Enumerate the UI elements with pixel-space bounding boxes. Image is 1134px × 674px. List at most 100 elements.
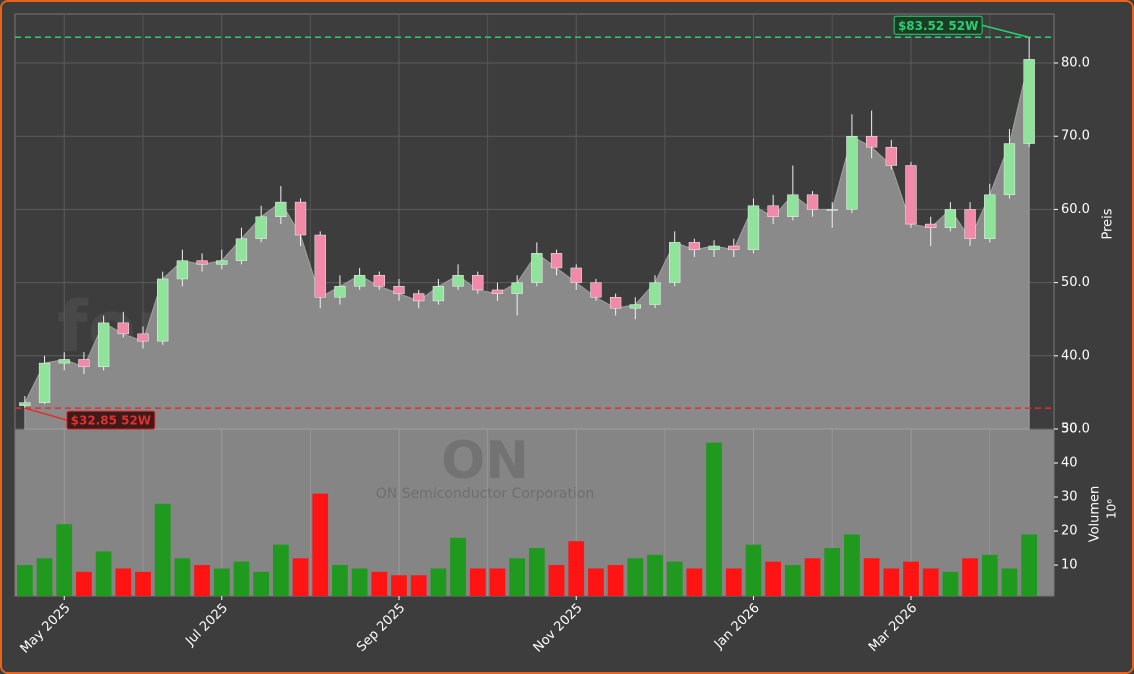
candle-body — [590, 282, 602, 298]
candle-body — [728, 245, 740, 250]
candle-body — [925, 223, 937, 228]
candle-body — [432, 286, 445, 302]
y-tick-label: 80.0 — [1061, 56, 1090, 71]
volume-bar — [174, 558, 191, 596]
candle-body — [885, 146, 897, 166]
volume-bar — [253, 571, 270, 596]
candle-body — [472, 275, 484, 291]
y-axis-label: Preis — [1101, 208, 1116, 239]
volume-bar — [154, 503, 171, 596]
volume-bar — [332, 565, 348, 596]
candle-body — [19, 402, 31, 406]
candle-body — [491, 289, 504, 294]
volume-bar — [962, 558, 978, 596]
volume-bar — [1001, 568, 1018, 596]
candle-body — [117, 322, 129, 335]
candle-body — [196, 260, 208, 265]
volume-bar — [391, 575, 407, 596]
volume-bar — [194, 565, 210, 596]
candle-body — [964, 209, 976, 239]
candle-body — [984, 194, 996, 239]
candle-body — [393, 286, 405, 294]
candle-body — [787, 194, 799, 217]
volume-bar — [627, 558, 644, 596]
y-tick-label: 60.0 — [1061, 202, 1090, 217]
candle-body — [452, 275, 464, 287]
volume-bar — [272, 544, 289, 596]
candle-body — [865, 135, 878, 148]
volume-bar — [450, 537, 466, 596]
volume-bar — [76, 571, 92, 596]
candle-body — [826, 209, 838, 211]
candle-body — [806, 194, 819, 210]
candle-body — [157, 278, 169, 342]
candle-body — [944, 209, 957, 228]
volume-bar — [942, 571, 959, 596]
volume-bar — [666, 561, 683, 596]
candle-body — [629, 304, 641, 309]
candle-body — [255, 216, 267, 239]
volume-bar — [233, 561, 250, 596]
candle-body — [1023, 59, 1035, 144]
y-tick-label: 50.0 — [1061, 275, 1090, 290]
volume-bar — [469, 568, 486, 596]
candle-body — [1003, 143, 1016, 196]
volume-bar — [725, 568, 742, 596]
volume-bar — [804, 558, 821, 596]
volume-y-tick-label: 50 — [1061, 422, 1078, 437]
volume-axis-label: Volumen — [1088, 486, 1103, 543]
candle-body — [669, 242, 681, 283]
candle-body — [649, 282, 661, 305]
volume-bar — [135, 571, 151, 596]
candle-body — [413, 293, 425, 302]
annotation-box — [893, 15, 983, 35]
candle-body — [688, 242, 701, 250]
candle-body — [294, 201, 307, 236]
annotation-box — [66, 410, 156, 430]
volume-bar — [706, 442, 722, 596]
candle-body — [235, 238, 248, 261]
candle-body — [846, 135, 858, 210]
volume-bar — [36, 558, 53, 596]
volume-offset: 10⁶ — [1105, 499, 1119, 519]
watermark-symbol: ON — [441, 431, 529, 491]
volume-bar — [351, 568, 368, 596]
candle-body — [314, 234, 326, 298]
volume-bar — [16, 565, 33, 596]
volume-bar — [371, 571, 388, 596]
candle-body — [609, 297, 622, 309]
volume-bar — [292, 558, 309, 596]
volume-bar — [588, 568, 604, 596]
candle-body — [531, 253, 543, 283]
volume-bar — [765, 561, 782, 596]
volume-bar — [647, 554, 663, 596]
candle-body — [511, 282, 523, 294]
volume-bar — [607, 565, 624, 596]
volume-y-tick-label: 30 — [1061, 490, 1078, 505]
volume-bar — [568, 541, 585, 596]
volume-bar — [95, 551, 112, 596]
candle-body — [97, 322, 110, 368]
volume-bar — [745, 544, 762, 596]
candle-body — [747, 205, 760, 250]
candle-body — [58, 359, 70, 364]
annotation-label: $32.85 52W — [71, 414, 151, 428]
candle-body — [334, 286, 346, 298]
volume-bar — [410, 575, 427, 596]
candle-body — [275, 201, 287, 217]
candle-body — [38, 362, 51, 403]
volume-bar — [213, 568, 230, 596]
volume-y-tick-label: 20 — [1061, 524, 1078, 539]
volume-bar — [784, 565, 801, 596]
y-tick-label: 40.0 — [1061, 348, 1090, 363]
volume-bar — [430, 568, 447, 596]
volume-bar — [509, 558, 526, 596]
annotation-arrow — [981, 24, 1030, 39]
volume-bar — [981, 554, 998, 596]
candle-body — [353, 275, 366, 287]
candle-body — [216, 260, 228, 265]
candle-body — [767, 205, 779, 217]
volume-bar — [312, 493, 329, 596]
